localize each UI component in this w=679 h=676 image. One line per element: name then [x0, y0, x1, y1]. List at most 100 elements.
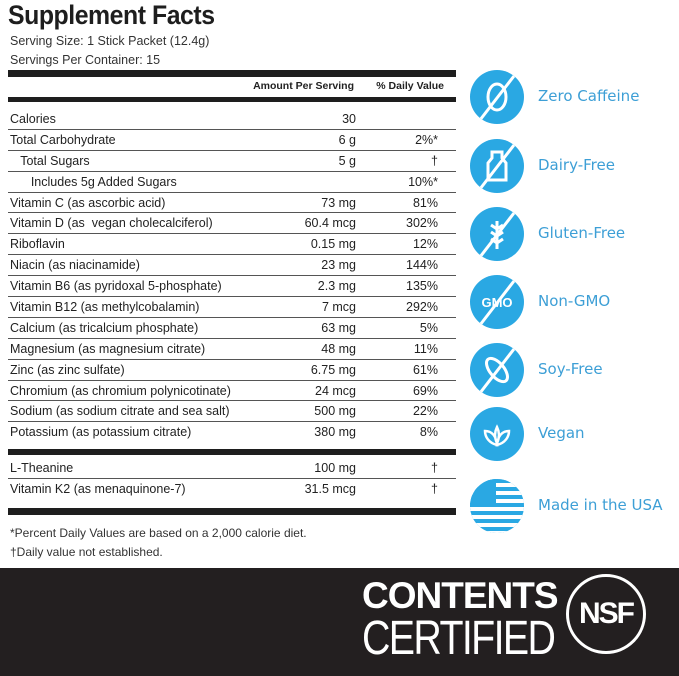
table-row: Vitamin C (as ascorbic acid) 73 mg 81% — [8, 193, 456, 214]
nutrient-amount: 380 mg — [314, 425, 356, 440]
dv-header: % Daily Value — [376, 80, 444, 92]
nutrient-name: Vitamin B12 (as methylcobalamin) — [10, 300, 200, 315]
nutrient-amount: 5 g — [338, 153, 356, 168]
nutrient-amount: 24 mcg — [315, 383, 356, 398]
badge-dairy-free: Dairy-Free — [470, 139, 679, 195]
nutrient-dv: 22% — [412, 404, 438, 419]
nutrient-name: Zinc (as zinc sulfate) — [10, 362, 125, 377]
servings-per-container: Servings Per Container: 15 — [10, 53, 161, 67]
nutrient-name: Sodium (as sodium citrate and sea salt) — [10, 404, 230, 419]
table-row: Total Sugars 5 g † — [8, 151, 456, 172]
nutrient-amount: 31.5 mcg — [304, 481, 356, 496]
gmo-crossed-icon: GMO — [470, 275, 524, 329]
badge-label: Vegan — [538, 424, 585, 442]
nsf-seal: NSF — [566, 574, 646, 654]
amount-header: Amount Per Serving — [253, 80, 354, 92]
contents-text: CONTENTS — [362, 575, 558, 616]
nutrient-dv: 12% — [412, 237, 438, 252]
nutrient-dv: 2%* — [415, 132, 438, 147]
no-milk-bottle-icon — [470, 139, 524, 193]
nutrient-dv: 8% — [419, 425, 438, 440]
badge-non-gmo: GMO Non-GMO — [470, 275, 679, 331]
table-row: Magnesium (as magnesium citrate) 48 mg 11% — [8, 339, 456, 360]
badge-vegan: Vegan — [470, 407, 679, 463]
nutrient-dv: 144% — [406, 258, 438, 273]
badge-label: Dairy-Free — [538, 156, 615, 174]
nutrient-amount: 7 mcg — [321, 300, 356, 315]
badge-label: Made in the USA — [538, 496, 663, 514]
nutrient-table: Calories 30 Total Carbohydrate 6 g 2%* Total… — [8, 109, 456, 443]
table-row: Includes 5g Added Sugars 10%* — [8, 172, 456, 193]
nutrient-dv: 10%* — [408, 174, 438, 189]
nutrient-amount: 100 mg — [314, 461, 356, 475]
nutrient-dv: 5% — [419, 320, 438, 335]
badge-gluten-free: Gluten-Free — [470, 207, 679, 263]
badge-label: Zero Caffeine — [538, 87, 640, 105]
nutrient-dv: 135% — [406, 279, 438, 294]
divider — [8, 70, 456, 77]
certification-band — [0, 568, 679, 676]
nutrient-name: Includes 5g Added Sugars — [10, 174, 177, 189]
nutrient-name: Niacin (as niacinamide) — [10, 258, 140, 273]
nutrient-amount: 500 mg — [314, 404, 356, 419]
nutrient-name: Calcium (as tricalcium phosphate) — [10, 320, 199, 335]
nutrient-dv: † — [431, 461, 438, 475]
nutrient-dv: 81% — [412, 195, 438, 210]
nutrient-dv: † — [431, 153, 438, 168]
nutrient-dv: 61% — [412, 362, 438, 377]
divider — [8, 508, 456, 515]
nutrient-dv: 302% — [406, 216, 438, 231]
table-row: Sodium (as sodium citrate and sea salt) 5… — [8, 401, 456, 423]
nutrient-name: Riboflavin — [10, 237, 65, 252]
serving-size: Serving Size: 1 Stick Packet (12.4g) — [10, 34, 210, 48]
nutrient-dv: 69% — [412, 383, 438, 398]
nutrient-amount: 2.3 mg — [317, 279, 356, 294]
leaf-icon — [470, 407, 524, 461]
table-row: Total Carbohydrate 6 g 2%* — [8, 130, 456, 151]
badge-soy-free: Soy-Free — [470, 343, 679, 399]
table-row: Riboflavin 0.15 mg 12% — [8, 234, 456, 256]
badge-made-in-the-usa: Made in the USA — [470, 479, 679, 535]
table-row: Niacin (as niacinamide) 23 mg 144% — [8, 255, 456, 277]
no-soy-icon — [470, 343, 524, 397]
nutrient-amount: 6.75 mg — [310, 362, 356, 377]
table-row: Vitamin B6 (as pyridoxal 5-phosphate) 2.3… — [8, 276, 456, 298]
badge-label: Gluten-Free — [538, 224, 626, 242]
divider — [8, 449, 456, 455]
table-row: Vitamin D (as vegan cholecalciferol) 60.4… — [8, 213, 456, 235]
nutrient-amount: 23 mg — [321, 258, 356, 273]
certified-text: CERTIFIED — [362, 612, 556, 665]
us-flag-icon — [470, 479, 524, 533]
badge-label: Non-GMO — [538, 292, 611, 310]
nutrient-name: Vitamin B6 (as pyridoxal 5-phosphate) — [10, 279, 222, 294]
no-coffee-bean-icon — [470, 70, 524, 124]
nutrient-name: Vitamin D (as vegan cholecalciferol) — [10, 216, 213, 231]
table-row: Vitamin K2 (as menaquinone-7) 31.5 mcg † — [8, 479, 456, 500]
nutrient-amount: 60.4 mcg — [304, 216, 356, 231]
table-row: Calories 30 — [8, 109, 456, 130]
nutrient-name: Chromium (as chromium polynicotinate) — [10, 383, 231, 398]
table-row: Chromium (as chromium polynicotinate) 24 … — [8, 381, 456, 402]
nutrient-amount: 73 mg — [321, 195, 356, 210]
nutrient-name: Calories — [10, 112, 56, 126]
nutrient-amount: 6 g — [338, 132, 356, 147]
nutrient-name: Vitamin C (as ascorbic acid) — [10, 195, 166, 210]
nutrient-name: Magnesium (as magnesium citrate) — [10, 341, 206, 356]
nutrient-name: Potassium (as potassium citrate) — [10, 425, 192, 440]
badge-label: Soy-Free — [538, 360, 603, 378]
divider — [8, 97, 456, 102]
footnote-dagger: †Daily value not established. — [10, 545, 163, 559]
nutrient-name: L-Theanine — [10, 461, 74, 475]
table-row: Zinc (as zinc sulfate) 6.75 mg 61% — [8, 360, 456, 381]
nutrient-dv: 11% — [413, 341, 438, 356]
footnote-dv: *Percent Daily Values are based on a 2,0… — [10, 526, 307, 540]
nutrient-dv: † — [431, 481, 438, 496]
nutrient-amount: 63 mg — [321, 320, 356, 335]
table-row: L-Theanine 100 mg † — [8, 458, 456, 479]
other-ingredients-table: L-Theanine 100 mg † Vitamin K2 (as menaquin… — [8, 458, 456, 500]
nutrient-amount: 48 mg — [321, 341, 356, 356]
panel-title: Supplement Facts — [8, 0, 215, 30]
table-row: Calcium (as tricalcium phosphate) 63 mg 5% — [8, 318, 456, 339]
nutrient-name: Total Carbohydrate — [10, 132, 116, 147]
table-row: Potassium (as potassium citrate) 380 mg 8% — [8, 422, 456, 443]
